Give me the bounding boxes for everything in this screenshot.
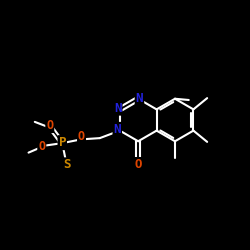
Text: O: O: [46, 119, 53, 132]
Text: P: P: [58, 136, 66, 149]
Text: O: O: [78, 130, 85, 143]
Text: O: O: [134, 158, 142, 171]
Text: N: N: [114, 123, 121, 136]
Text: N: N: [114, 102, 122, 114]
Text: N: N: [136, 92, 143, 105]
Text: S: S: [63, 158, 70, 172]
Text: O: O: [38, 140, 45, 152]
